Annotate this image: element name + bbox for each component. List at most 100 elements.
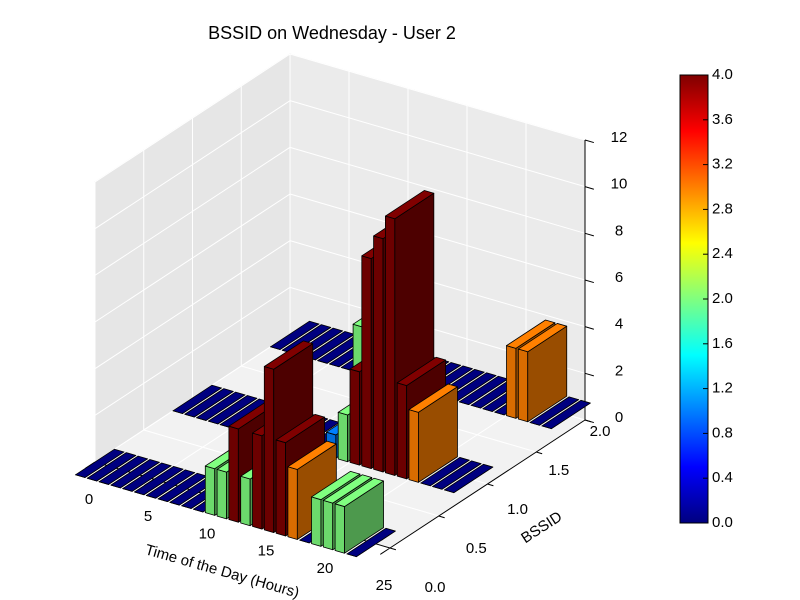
- bar-top: [172, 384, 222, 414]
- bar: [98, 455, 148, 485]
- z-tick-mark: [584, 186, 594, 190]
- x-tick-label: 15: [258, 543, 275, 560]
- bar-front: [240, 475, 251, 527]
- bar: [207, 395, 258, 425]
- bar: [529, 396, 579, 426]
- bar-front: [361, 255, 372, 469]
- bar-top: [270, 320, 320, 350]
- y-tick-mark: [487, 483, 494, 487]
- bar-front: [263, 366, 275, 533]
- bar-top: [334, 477, 384, 507]
- grid-line: [289, 193, 586, 281]
- bar-front: [322, 499, 334, 551]
- bar-top: [184, 388, 234, 418]
- y-tick-label: 0.0: [425, 579, 446, 596]
- bar-top: [98, 455, 148, 485]
- bar-front: [517, 348, 529, 423]
- x-tick-label: 10: [199, 525, 216, 542]
- colorbar-tick-label: 2.8: [712, 200, 733, 217]
- bar-top: [443, 463, 494, 494]
- bar: [420, 457, 470, 487]
- bar-top: [145, 469, 196, 499]
- chart-title: BSSID on Wednesday - User 2: [208, 23, 456, 43]
- grid-line: [94, 53, 291, 183]
- bar-top: [311, 470, 361, 501]
- z-tick-label: 8: [615, 222, 623, 239]
- bar-front: [408, 409, 419, 483]
- bar: [270, 320, 320, 350]
- bar: [122, 462, 172, 492]
- bar: [443, 463, 494, 494]
- bar-front: [334, 503, 345, 554]
- grid-line: [94, 146, 291, 276]
- bar-top: [322, 474, 373, 504]
- bar: [172, 384, 222, 414]
- bar-front: [384, 215, 396, 476]
- bar-front: [252, 432, 263, 530]
- z-tick-label: 6: [615, 269, 623, 286]
- colorbar-tick-label: 0.0: [712, 514, 733, 531]
- colorbar-tick-label: 1.2: [712, 380, 733, 397]
- bar-top: [263, 340, 314, 370]
- z-tick-mark: [584, 139, 594, 144]
- bar: [517, 323, 568, 423]
- y-tick-label: 0.5: [466, 540, 487, 557]
- z-tick-label: 4: [615, 316, 623, 333]
- bar-front: [373, 235, 384, 473]
- bar-top: [75, 448, 125, 478]
- bar-top: [86, 452, 137, 482]
- z-tick-label: 10: [611, 176, 628, 193]
- colorbar-tick-label: 4.0: [712, 66, 733, 83]
- bar: [75, 448, 125, 478]
- bar-top: [134, 465, 184, 496]
- y-tick-mark: [389, 547, 397, 551]
- bar-top: [207, 395, 258, 425]
- bar-front: [337, 411, 349, 463]
- bar-top: [420, 457, 470, 487]
- x-tick-label: 20: [317, 560, 334, 577]
- bar-top: [517, 323, 568, 353]
- bar: [432, 460, 482, 490]
- z-tick-label: 12: [611, 129, 628, 146]
- bar: [346, 527, 396, 558]
- bar-top: [275, 413, 325, 444]
- y-tick-label: 2.0: [590, 423, 611, 440]
- bar-top: [287, 440, 337, 470]
- bar-top: [408, 383, 458, 413]
- colorbar-tick-label: 0.4: [712, 469, 733, 486]
- grid-line: [94, 193, 291, 323]
- x-axis-label: Time of the Day (Hours): [143, 541, 301, 600]
- colorbar-tick-label: 3.6: [712, 111, 733, 128]
- bar-front: [275, 439, 286, 537]
- bar: [196, 391, 246, 421]
- x-tick-label: 25: [376, 577, 393, 594]
- z-tick-mark: [584, 279, 594, 284]
- bar-front: [349, 368, 360, 466]
- bar: [408, 383, 458, 483]
- z-tick-mark: [584, 419, 594, 424]
- z-tick-label: 0: [615, 409, 623, 426]
- bar-front: [287, 466, 298, 540]
- bar: [86, 452, 137, 482]
- y-axis-line: [389, 419, 586, 549]
- bar-top: [432, 460, 482, 490]
- bar-top: [346, 527, 396, 558]
- bar-front: [311, 496, 322, 547]
- bar-top: [506, 319, 556, 349]
- colorbar-tick-label: 2.0: [712, 290, 733, 307]
- bar-front: [216, 469, 227, 520]
- y-tick-label: 1.5: [548, 462, 569, 479]
- bar: [134, 465, 184, 496]
- grid-line: [289, 240, 586, 328]
- colorbar-tick-label: 1.6: [712, 335, 733, 352]
- colorbar-tick-label: 2.4: [712, 245, 733, 262]
- bar: [184, 388, 234, 418]
- colorbar-tick-label: 0.8: [712, 424, 733, 441]
- colorbar-tick-label: 3.2: [712, 156, 733, 173]
- bar: [145, 469, 196, 499]
- z-tick-mark: [584, 372, 594, 377]
- bar: [110, 459, 160, 489]
- grid-line: [94, 240, 291, 370]
